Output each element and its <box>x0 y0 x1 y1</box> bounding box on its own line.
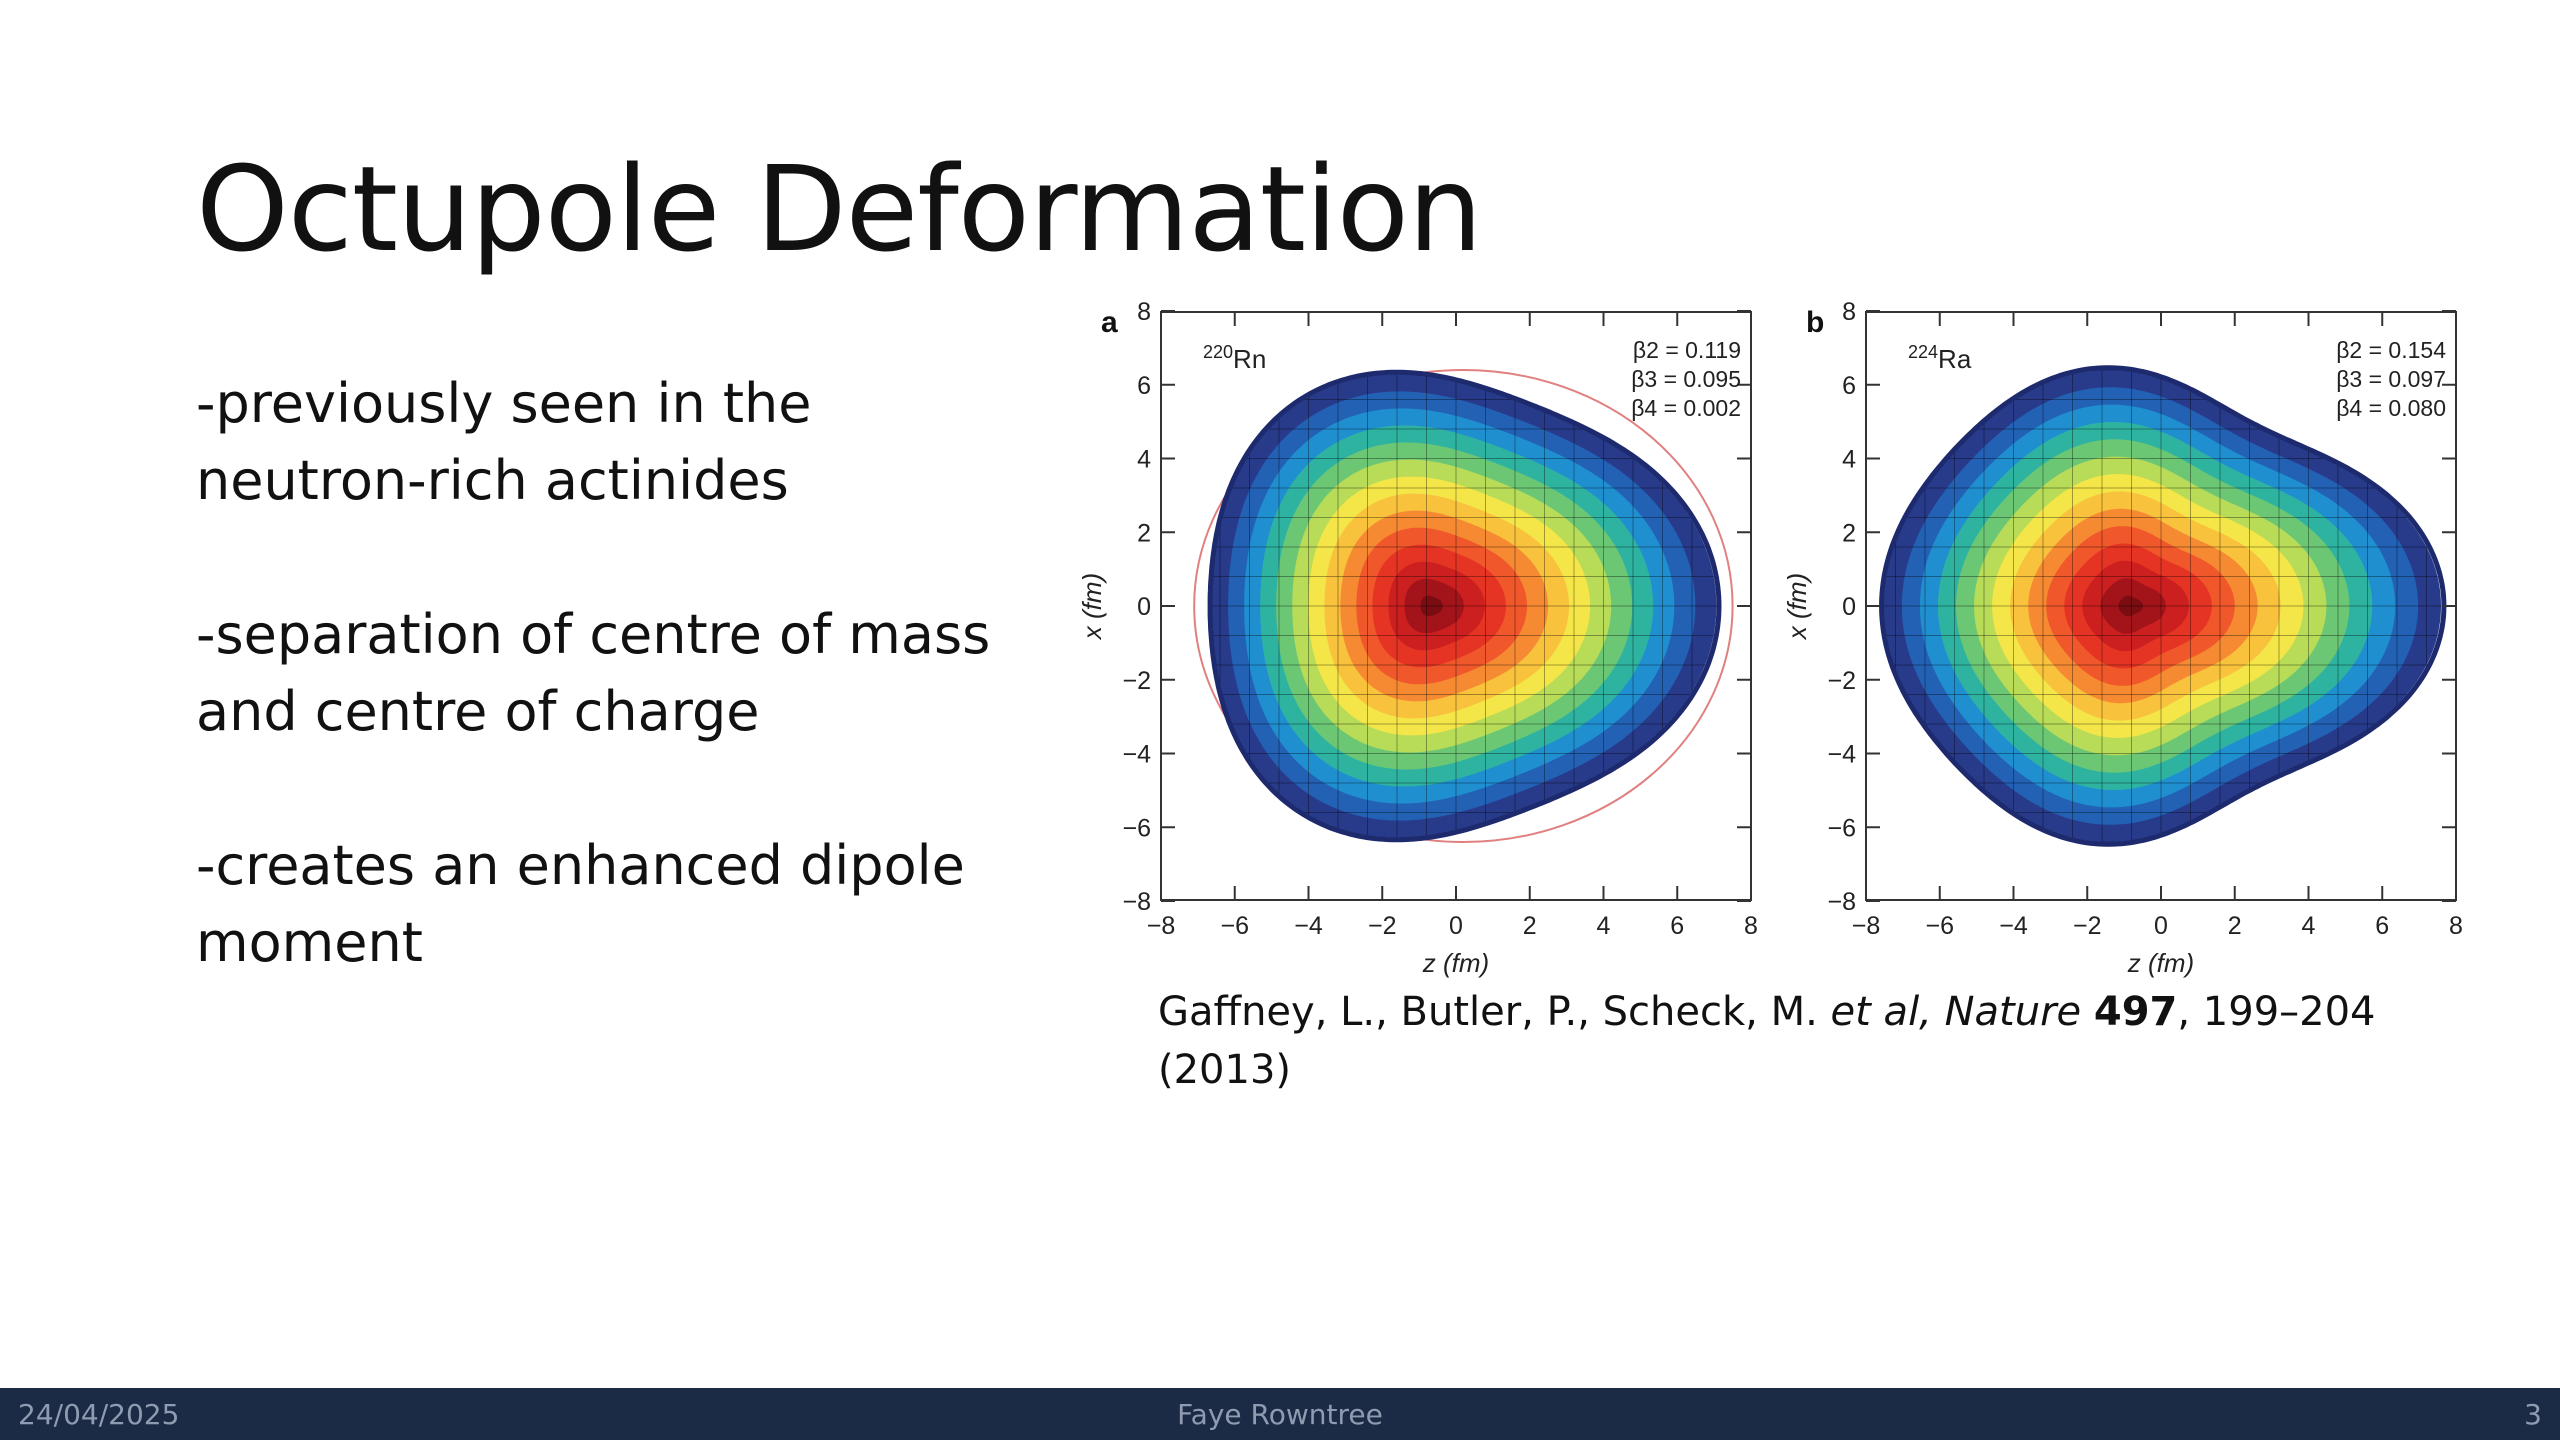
density-heatmap <box>1210 372 1719 840</box>
footer-author: Faye Rowntree <box>1177 1398 1383 1431</box>
x-tick-label: 6 <box>1670 912 1684 940</box>
y-tick-label: 4 <box>1842 446 1856 474</box>
nuclear-shape-figure: −8 −8 −6 −6 −4 −4 −2 −2 0 0 2 2 4 4 6 6 8 8 z (fm) x (fm) a 2… <box>1077 298 2480 985</box>
y-tick-label: −4 <box>1827 741 1856 769</box>
x-tick-label: 4 <box>1597 912 1611 940</box>
panel-a: −8−8 −6 −6 −4 −4 −2 −2 0 0 2 2 4 4 6 6 8 8 z (fm) x (fm) a 2… <box>1077 298 1758 978</box>
y-axis-label: x (fm) <box>1080 573 1107 641</box>
deformation-beta3: β3 = 0.097 <box>2336 366 2446 392</box>
citation-authors: Gaffney, L., Butler, P., Scheck, M. <box>1158 989 1831 1035</box>
bullet-line: neutron-rich actinides <box>196 449 789 512</box>
citation-pages: , 199–204 <box>2177 989 2376 1035</box>
y-tick-label: −2 <box>1122 667 1151 695</box>
bullet-item: -creates an enhanced dipole moment <box>196 827 1036 981</box>
deformation-beta4: β4 = 0.002 <box>1631 395 1741 421</box>
deformation-beta2: β2 = 0.119 <box>1633 337 1741 363</box>
bullet-item: -previously seen in the neutron-rich act… <box>196 365 1036 519</box>
x-tick-label: −4 <box>1999 912 2028 940</box>
y-tick-label: 8 <box>1137 300 1151 326</box>
density-heatmap <box>1881 367 2444 845</box>
y-tick-label: −8 <box>1122 888 1151 916</box>
x-tick-label: −2 <box>1368 912 1397 940</box>
x-tick-label: −8 <box>1852 912 1881 940</box>
nucleus-outline <box>1207 369 1722 843</box>
x-tick-label: 2 <box>1523 912 1537 940</box>
citation-volume: 497 <box>2093 989 2178 1035</box>
panel-b: −8−8 −6 −6 −4 −4 −2 −2 0 0 2 2 4 4 6 6 8 8 z (fm) x (fm) b 2… <box>1782 298 2463 978</box>
footer-date: 24/04/2025 <box>18 1398 180 1431</box>
x-tick-label: 0 <box>2154 912 2168 940</box>
x-tick-label: 0 <box>1449 912 1463 940</box>
slide-title: Octupole Deformation <box>196 140 1483 278</box>
x-tick-label: 8 <box>2449 912 2463 940</box>
x-tick-label: 8 <box>1744 912 1758 940</box>
bullet-item: -separation of centre of mass and centre… <box>196 596 1036 750</box>
x-tick-label: −6 <box>1220 912 1249 940</box>
bullet-line: -creates an enhanced dipole <box>196 834 965 897</box>
y-tick-label: 0 <box>1137 593 1151 621</box>
reference-shape-outline <box>1193 369 1734 843</box>
density-contour <box>1420 595 1443 617</box>
footer-bar: 24/04/2025 Faye Rowntree 3 <box>0 1388 2560 1440</box>
panel-letter: a <box>1101 306 1118 339</box>
nucleus-outline <box>1879 365 2447 847</box>
x-tick-label: −2 <box>2073 912 2102 940</box>
bullet-list: -previously seen in the neutron-rich act… <box>196 365 1036 1058</box>
y-tick-label: −6 <box>1122 814 1151 842</box>
y-tick-label: 2 <box>1842 519 1856 547</box>
bullet-line: -separation of centre of mass <box>196 603 991 666</box>
x-axis-label: z (fm) <box>2127 948 2194 978</box>
nucleus-label: 220Rn <box>1203 342 1266 374</box>
citation-year: (2013) <box>1158 1047 1292 1093</box>
deformation-beta3: β3 = 0.095 <box>1631 366 1741 392</box>
bullet-line: moment <box>196 911 423 974</box>
y-tick-label: 6 <box>1842 372 1856 400</box>
y-tick-label: 8 <box>1842 300 1856 326</box>
y-tick-label: −2 <box>1827 667 1856 695</box>
x-tick-label: 2 <box>2228 912 2242 940</box>
citation: Gaffney, L., Butler, P., Scheck, M. et a… <box>1158 983 2418 1099</box>
x-tick-label: −6 <box>1925 912 1954 940</box>
density-contour <box>2118 595 2143 617</box>
y-tick-label: 2 <box>1137 519 1151 547</box>
citation-journal: et al, Nature <box>1830 989 2082 1035</box>
x-tick-label: −8 <box>1147 912 1176 940</box>
panel-letter: b <box>1806 306 1824 339</box>
y-tick-label: −8 <box>1827 888 1856 916</box>
y-tick-label: −4 <box>1122 741 1151 769</box>
bullet-line: -previously seen in the <box>196 372 812 435</box>
y-axis-label: x (fm) <box>1782 573 1812 641</box>
y-tick-label: 4 <box>1137 446 1151 474</box>
y-tick-label: 0 <box>1842 593 1856 621</box>
bullet-line: and centre of charge <box>196 680 760 743</box>
footer-page-number: 3 <box>2524 1398 2542 1431</box>
x-tick-label: 6 <box>2375 912 2389 940</box>
nucleus-label: 224Ra <box>1908 342 1972 374</box>
y-tick-label: −6 <box>1827 814 1856 842</box>
deformation-beta2: β2 = 0.154 <box>2336 337 2446 363</box>
x-tick-label: 4 <box>2302 912 2316 940</box>
x-tick-label: −4 <box>1294 912 1323 940</box>
y-tick-label: 6 <box>1137 372 1151 400</box>
x-axis-label: z (fm) <box>1422 948 1489 978</box>
deformation-beta4: β4 = 0.080 <box>2336 395 2446 421</box>
